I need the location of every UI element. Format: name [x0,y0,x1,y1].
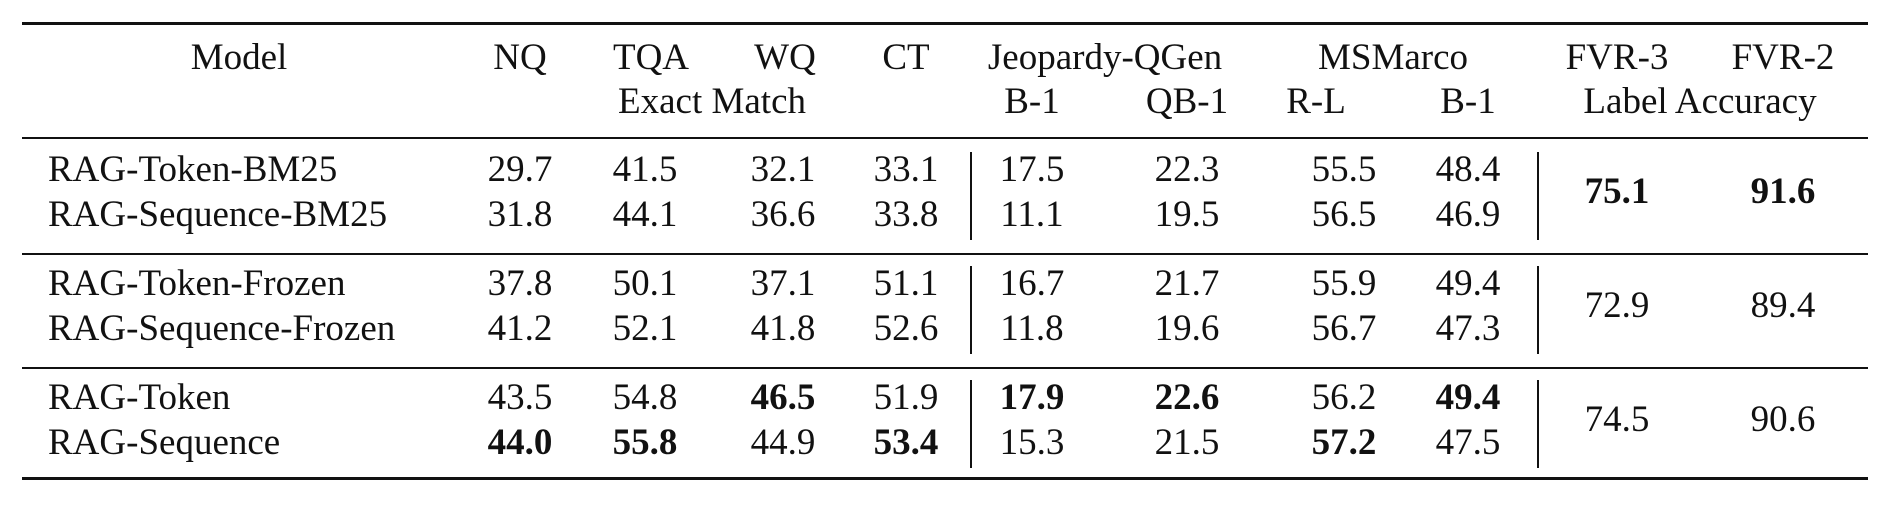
cell-wq: 37.1 [750,263,816,304]
row-model-name: RAG-Sequence [48,422,281,463]
cell-jeo-qb1: 21.7 [1154,263,1220,304]
header-tqa: TQA [612,37,690,78]
cell-wq: 44.9 [750,422,816,463]
header-model: Model [190,37,288,78]
cell-ms-b1: 46.9 [1435,194,1501,235]
cell-jeo-b1: 11.8 [1000,308,1064,349]
cell-ms-rl: 55.9 [1311,263,1377,304]
cell-ms-rl: 56.5 [1311,194,1377,235]
cell-jeo-b1: 17.9 [999,377,1065,418]
bottom-rule [22,477,1868,480]
cell-tqa: 54.8 [612,377,678,418]
header-jeopardy: Jeopardy-QGen [987,37,1223,78]
row-model-name: RAG-Token [48,377,231,418]
header-nq: NQ [493,37,547,78]
header-jeopardy-b1: B-1 [1004,81,1060,122]
cell-wq: 41.8 [750,308,816,349]
cell-jeo-b1: 15.3 [999,422,1065,463]
cell-ct: 53.4 [873,422,939,463]
cell-wq: 46.5 [750,377,816,418]
cell-nq: 37.8 [487,263,553,304]
header-exact-match: Exact Match [618,81,806,122]
cell-nq: 29.7 [487,149,553,190]
cell-ms-b1: 49.4 [1435,263,1501,304]
column-divider [970,380,972,468]
header-rule [22,137,1868,139]
cell-wq: 36.6 [750,194,816,235]
cell-wq: 32.1 [750,149,816,190]
cell-fvr3: 75.1 [1584,171,1650,212]
cell-ct: 33.1 [873,149,939,190]
cell-jeo-qb1: 22.6 [1154,377,1220,418]
header-msmarco: MSMarco [1317,37,1469,78]
cell-ct: 52.6 [873,308,939,349]
header-wq: WQ [754,37,816,78]
cell-ms-rl: 56.2 [1311,377,1377,418]
cell-jeo-b1: 17.5 [999,149,1065,190]
cell-ct: 33.8 [873,194,939,235]
cell-fvr3: 74.5 [1584,399,1650,440]
cell-fvr2: 89.4 [1750,285,1816,326]
cell-ct: 51.1 [873,263,939,304]
column-divider [970,152,972,240]
cell-tqa: 41.5 [612,149,678,190]
cell-ct: 51.9 [873,377,939,418]
cell-ms-b1: 49.4 [1435,377,1501,418]
column-divider [1537,266,1539,354]
row-model-name: RAG-Sequence-Frozen [48,308,396,349]
cell-ms-rl: 56.7 [1311,308,1377,349]
cell-ms-rl: 57.2 [1311,422,1377,463]
cell-jeo-b1: 16.7 [999,263,1065,304]
cell-fvr2: 90.6 [1750,399,1816,440]
cell-tqa: 44.1 [612,194,678,235]
column-divider [970,266,972,354]
column-divider [1537,152,1539,240]
row-model-name: RAG-Sequence-BM25 [48,194,388,235]
header-fvr2: FVR-2 [1731,37,1835,78]
header-msmarco-b1: B-1 [1440,81,1496,122]
cell-tqa: 50.1 [612,263,678,304]
header-fvr3: FVR-3 [1565,37,1669,78]
cell-nq: 31.8 [487,194,553,235]
row-model-name: RAG-Token-Frozen [48,263,346,304]
top-rule [22,22,1868,25]
header-ct: CT [882,37,930,78]
cell-tqa: 55.8 [612,422,678,463]
cell-nq: 44.0 [487,422,553,463]
cell-fvr3: 72.9 [1584,285,1650,326]
cell-tqa: 52.1 [612,308,678,349]
cell-ms-b1: 47.5 [1435,422,1501,463]
column-divider [1537,380,1539,468]
cell-ms-b1: 48.4 [1435,149,1501,190]
cell-jeo-qb1: 19.6 [1154,308,1220,349]
cell-jeo-b1: 11.1 [1000,194,1064,235]
cell-jeo-qb1: 19.5 [1154,194,1220,235]
group-rule-1 [22,253,1868,255]
row-model-name: RAG-Token-BM25 [48,149,338,190]
cell-fvr2: 91.6 [1750,171,1816,212]
cell-nq: 43.5 [487,377,553,418]
cell-nq: 41.2 [487,308,553,349]
header-label-accuracy: Label Accuracy [1583,81,1817,122]
cell-ms-b1: 47.3 [1435,308,1501,349]
cell-ms-rl: 55.5 [1311,149,1377,190]
cell-jeo-qb1: 21.5 [1154,422,1220,463]
header-jeopardy-qb1: QB-1 [1145,81,1229,122]
cell-jeo-qb1: 22.3 [1154,149,1220,190]
header-msmarco-rl: R-L [1286,81,1346,122]
group-rule-2 [22,367,1868,369]
